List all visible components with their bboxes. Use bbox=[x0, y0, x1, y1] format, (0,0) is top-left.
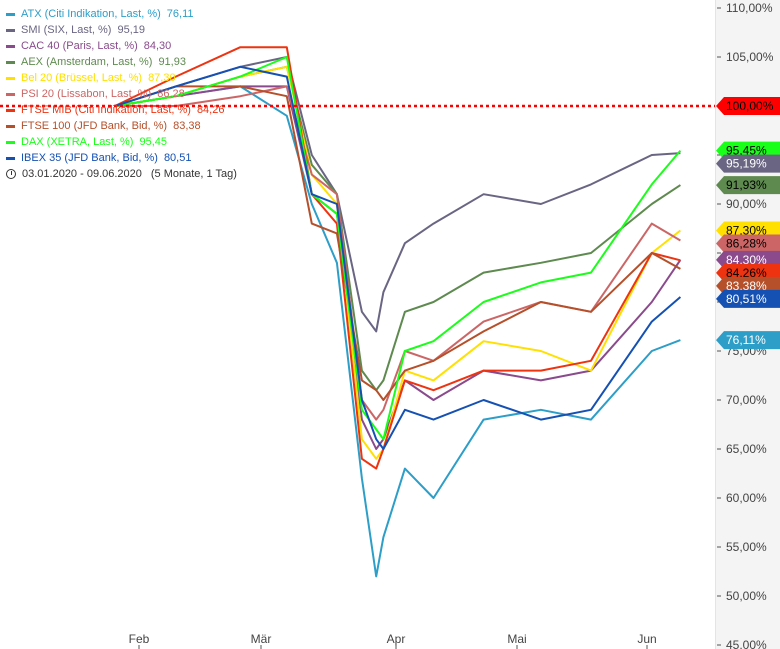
y-tick-label: 60,00% bbox=[726, 491, 767, 505]
series-line bbox=[114, 56, 681, 333]
legend-value: 83,38 bbox=[173, 120, 201, 132]
legend-value: 87,30 bbox=[148, 72, 176, 84]
legend-value: 86,28 bbox=[157, 88, 185, 100]
value-tag-shape bbox=[716, 97, 780, 115]
value-tag-text: 100,00% bbox=[726, 99, 774, 113]
legend-value: 84,26 bbox=[196, 104, 225, 116]
value-tag-text: 91,93% bbox=[726, 178, 767, 192]
value-tag-text: 76,11% bbox=[726, 333, 766, 347]
legend-swatch bbox=[6, 124, 15, 128]
y-tick-label: 65,00% bbox=[726, 442, 767, 456]
value-tag-text: 86,28% bbox=[726, 236, 767, 250]
legend-item[interactable]: CAC 40 (Paris, Last, %) 84,30 bbox=[6, 38, 237, 54]
value-tag-text: 83,38% bbox=[726, 279, 767, 293]
legend-swatch bbox=[6, 12, 15, 16]
value-tag-shape bbox=[716, 176, 780, 195]
value-tag-shape bbox=[716, 154, 780, 173]
series-value-tag: 76,11% bbox=[716, 331, 780, 350]
x-tick-label: Jun bbox=[637, 632, 656, 646]
y-tick-label: 105,00% bbox=[726, 50, 774, 64]
value-tag-text: 87,30% bbox=[726, 223, 767, 237]
legend-label: ATX (Citi Indikation, Last, %) bbox=[21, 8, 161, 20]
legend-label: SMI (SIX, Last, %) bbox=[21, 24, 112, 36]
legend-swatch bbox=[6, 60, 15, 64]
legend-label: PSI 20 (Lissabon, Last, %) bbox=[21, 88, 152, 100]
series-line bbox=[114, 85, 681, 401]
y-tick-label: 70,00% bbox=[726, 393, 767, 407]
reference-value-tag: 100,00% bbox=[716, 97, 780, 115]
legend-item[interactable]: SMI (SIX, Last, %) 95,19 bbox=[6, 22, 237, 38]
x-tick-label: Feb bbox=[129, 632, 150, 646]
legend-value: 91,93 bbox=[158, 56, 186, 68]
legend-swatch bbox=[6, 156, 15, 160]
series-value-tag: 95,19% bbox=[716, 154, 780, 173]
x-tick-label: Mai bbox=[507, 632, 526, 646]
legend-value: 95,45 bbox=[139, 136, 168, 148]
value-tag-shape bbox=[716, 234, 780, 253]
value-tag-text: 84,26% bbox=[726, 266, 767, 280]
y-tick-label: 45,00% bbox=[726, 638, 767, 649]
legend-swatch bbox=[6, 28, 15, 32]
date-range: 03.01.2020 - 09.06.2020 (5 Monate, 1 Tag) bbox=[6, 166, 237, 182]
series-value-tag: 86,28% bbox=[716, 234, 780, 253]
y-tick-label: 50,00% bbox=[726, 589, 767, 603]
series-line bbox=[114, 65, 682, 450]
legend-item[interactable]: IBEX 35 (JFD Bank, Bid, %) 80,51 bbox=[6, 150, 237, 166]
legend-swatch bbox=[6, 140, 15, 144]
legend-label: FTSE MIB (Citi Indikation, Last, %) bbox=[21, 104, 191, 116]
legend-item[interactable]: Bel 20 (Brüssel, Last, %) 87,30 bbox=[6, 70, 237, 86]
legend-label: CAC 40 (Paris, Last, %) bbox=[21, 40, 138, 52]
legend-value: 80,51 bbox=[163, 152, 192, 164]
series-line bbox=[114, 56, 682, 441]
legend-item[interactable]: ATX (Citi Indikation, Last, %) 76,11 bbox=[6, 6, 237, 22]
value-tag-shape bbox=[716, 331, 780, 350]
series-value-tag: 91,93% bbox=[716, 176, 780, 195]
legend-value: 76,11 bbox=[166, 8, 194, 20]
legend-label: FTSE 100 (JFD Bank, Bid, %) bbox=[21, 120, 168, 132]
legend-item[interactable]: PSI 20 (Lissabon, Last, %) 86,28 bbox=[6, 86, 237, 102]
period-label: (5 Monate, 1 Tag) bbox=[150, 168, 237, 180]
legend-label: Bel 20 (Brüssel, Last, %) bbox=[21, 72, 143, 84]
legend-swatch bbox=[6, 44, 15, 48]
legend-value: 84,30 bbox=[143, 40, 172, 52]
value-tag-text: 84,30% bbox=[726, 253, 767, 267]
x-tick-label: Mär bbox=[251, 632, 272, 646]
x-tick-label: Apr bbox=[387, 632, 406, 646]
legend-item[interactable]: AEX (Amsterdam, Last, %) 91,93 bbox=[6, 54, 237, 70]
value-tag-text: 95,45% bbox=[726, 144, 767, 158]
legend-item[interactable]: FTSE 100 (JFD Bank, Bid, %) 83,38 bbox=[6, 118, 237, 134]
legend-item[interactable]: FTSE MIB (Citi Indikation, Last, %) 84,26 bbox=[6, 102, 237, 118]
series-line bbox=[114, 46, 681, 470]
legend-swatch bbox=[6, 76, 15, 80]
value-tag-shape bbox=[716, 289, 780, 308]
legend-swatch bbox=[6, 92, 15, 96]
legend-value: 95,19 bbox=[117, 24, 145, 36]
value-tag-text: 80,51% bbox=[726, 292, 767, 306]
legend-swatch bbox=[6, 108, 15, 112]
legend-label: AEX (Amsterdam, Last, %) bbox=[21, 56, 153, 68]
legend-label: IBEX 35 (JFD Bank, Bid, %) bbox=[21, 152, 158, 164]
series-value-tag: 80,51% bbox=[716, 289, 780, 308]
legend: ATX (Citi Indikation, Last, %) 76,11 SMI (… bbox=[6, 6, 237, 182]
legend-item[interactable]: DAX (XETRA, Last, %) 95,45 bbox=[6, 134, 237, 150]
clock-icon bbox=[6, 169, 16, 179]
value-tag-text: 95,19% bbox=[726, 157, 767, 171]
y-tick-label: 90,00% bbox=[726, 197, 767, 211]
y-tick-label: 110,00% bbox=[726, 1, 773, 15]
legend-label: DAX (XETRA, Last, %) bbox=[21, 136, 134, 148]
date-range-label: 03.01.2020 - 09.06.2020 bbox=[22, 168, 142, 180]
y-tick-label: 55,00% bbox=[726, 540, 767, 554]
